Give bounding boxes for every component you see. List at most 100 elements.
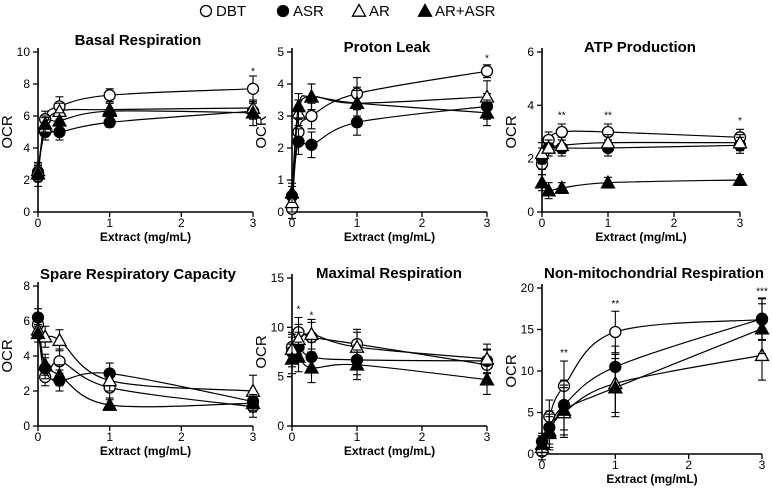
panel-title: ATP Production: [584, 39, 696, 56]
y-tick-label: 8: [23, 279, 30, 293]
data-point-ar: [303, 326, 320, 341]
data-point-dbt: [246, 82, 260, 95]
y-tick-label: 0: [277, 419, 284, 433]
ar-asr-series-line: [37, 333, 254, 408]
ar-asr-series-line: [541, 179, 741, 192]
x-tick-label: 0: [289, 216, 296, 230]
y-tick-label: 10: [17, 45, 31, 59]
data-point-ar: [51, 332, 68, 347]
significance-marker: *: [297, 305, 301, 316]
data-point-ar: [754, 347, 770, 362]
y-tick-label: 5: [277, 370, 284, 384]
series-ar-asr: [284, 341, 495, 395]
series-ar: [284, 318, 495, 375]
x-axis-label: Extract (mg/mL): [344, 230, 435, 244]
ar-asr-series-line: [541, 328, 763, 445]
data-point-ar-asr: [600, 174, 616, 189]
legend-label: AR+ASR: [435, 3, 496, 20]
panel-title: Spare Respiratory Capacity: [40, 266, 237, 283]
x-tick-label: 2: [178, 216, 185, 230]
series-ar-asr: [534, 172, 748, 200]
data-point-dbt: [609, 325, 622, 339]
x-tick-label: 0: [35, 216, 42, 230]
panel-maximal-respiration: Maximal Respiration 0 5 10 15 0 1 2 3 OCR Extract …: [253, 265, 495, 458]
y-tick-label: 0: [527, 205, 534, 219]
ar-series-line: [37, 329, 254, 392]
dbt-series-line: [37, 88, 254, 177]
panel-spare-respiratory-capacity: Spare Respiratory Capacity 0 2 4 6 8 0 1 2 3 OCR Ex…: [0, 266, 261, 458]
series-dbt: [31, 313, 260, 418]
data-point-ar-asr: [556, 402, 572, 416]
x-tick-label: 3: [484, 216, 491, 230]
data-point-dbt: [103, 89, 116, 102]
data-point-ar-asr: [541, 425, 557, 440]
significance-marker: *: [310, 310, 314, 321]
data-point-dbt: [305, 109, 318, 123]
x-tick-label: 2: [685, 458, 692, 472]
data-point-ar: [479, 351, 495, 365]
y-tick-label: 15: [521, 323, 535, 337]
x-axis-label: Extract (mg/mL): [344, 444, 435, 458]
x-tick-label: 1: [106, 430, 113, 444]
asr-series-line: [291, 105, 488, 197]
data-point-ar-asr: [30, 165, 46, 180]
y-tick-label: 4: [527, 98, 534, 112]
legend-item-ar-asr: AR+ASR: [417, 3, 496, 20]
data-point-ar-asr: [534, 174, 550, 189]
y-axis-label: OCR: [503, 354, 520, 388]
data-point-ar-asr: [754, 320, 770, 335]
data-point-ar-asr: [479, 371, 495, 386]
x-tick-label: 1: [612, 458, 619, 472]
legend-label: ASR: [293, 3, 324, 20]
y-tick-label: 0: [277, 205, 284, 219]
data-point-ar-asr: [534, 436, 550, 450]
dbt-series-line: [541, 318, 763, 452]
data-point-ar-asr: [349, 95, 365, 110]
panel-title: Non-mitochondrial Respiration: [544, 265, 764, 282]
y-tick-label: 8: [23, 77, 30, 91]
data-point-ar-asr: [554, 180, 570, 194]
ar-asr-legend-marker: [417, 3, 433, 17]
x-tick-label: 3: [759, 458, 766, 472]
data-point-ar: [732, 134, 748, 149]
y-tick-label: 2: [23, 384, 30, 398]
data-point-ar-asr: [303, 88, 320, 103]
data-point-ar-asr: [349, 356, 365, 371]
y-tick-label: 0: [527, 447, 534, 461]
y-tick-label: 4: [23, 349, 30, 363]
significance-marker: **: [604, 111, 612, 122]
data-point-ar-asr: [245, 104, 261, 119]
series-dbt: [31, 75, 260, 187]
legend: DBT ASR AR AR+ASR: [199, 3, 496, 20]
data-point-ar-asr: [732, 172, 748, 186]
x-tick-label: 0: [35, 430, 42, 444]
series-ar-asr: [30, 99, 261, 183]
y-tick-label: 4: [23, 141, 30, 155]
series-ar: [534, 329, 770, 457]
asr-legend-marker: [276, 4, 290, 18]
data-point-ar: [554, 137, 570, 152]
x-tick-label: 2: [671, 216, 678, 230]
x-tick-label: 2: [178, 430, 185, 444]
legend-item-asr: ASR: [276, 3, 324, 20]
data-point-ar: [102, 372, 118, 387]
data-point-ar-asr: [37, 356, 53, 371]
data-point-asr: [305, 138, 318, 151]
y-axis-label: OCR: [253, 115, 270, 149]
panel-basal-respiration: Basal Respiration 0 2 4 6 8 10 0 1 2 3 OCR Extract (…: [0, 32, 261, 244]
x-axis-label: Extract (mg/mL): [606, 472, 697, 486]
x-axis-label: Extract (mg/mL): [100, 230, 191, 244]
x-tick-label: 1: [106, 216, 113, 230]
x-tick-label: 0: [539, 458, 546, 472]
dbt-series-line: [291, 70, 488, 209]
series-ar: [534, 134, 748, 165]
y-tick-label: 5: [277, 45, 284, 59]
y-tick-label: 10: [521, 364, 535, 378]
significance-marker: **: [558, 111, 566, 122]
y-tick-label: 0: [23, 205, 30, 219]
data-point-dbt: [480, 65, 494, 78]
data-point-ar-asr: [540, 182, 557, 197]
y-tick-label: 0: [23, 419, 30, 433]
y-tick-label: 4: [277, 77, 284, 91]
